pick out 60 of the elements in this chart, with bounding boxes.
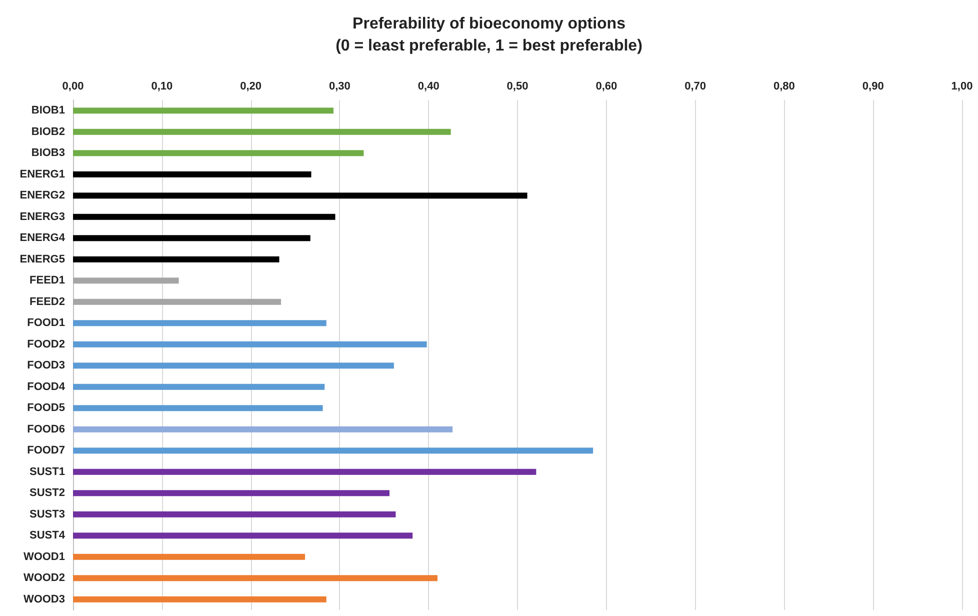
y-tick-label: SUST4 <box>30 530 66 542</box>
x-tick-label: 0,80 <box>773 80 795 92</box>
bar <box>73 320 326 326</box>
x-tick-label: 0,40 <box>418 80 440 92</box>
y-tick-label: WOOD3 <box>23 593 65 606</box>
bar <box>73 128 451 135</box>
bar <box>73 235 310 242</box>
y-tick-label: WOOD1 <box>23 550 65 563</box>
bar <box>73 150 364 156</box>
x-tick-label: 0,70 <box>684 80 706 92</box>
bar <box>73 362 394 369</box>
x-tick-label: 0,50 <box>506 80 528 92</box>
y-tick-label: SUST2 <box>30 487 65 500</box>
y-tick-label: ENERG4 <box>20 232 66 244</box>
bar <box>73 532 413 539</box>
x-tick-label: 0,60 <box>596 80 618 92</box>
y-tick-label: BIOB1 <box>31 104 65 117</box>
y-tick-label: FOOD6 <box>27 423 65 436</box>
y-tick-label: FOOD7 <box>27 444 65 457</box>
y-tick-label: ENERG3 <box>20 210 65 223</box>
bar <box>73 554 306 560</box>
y-tick-label: WOOD2 <box>23 572 65 584</box>
bar <box>73 468 536 475</box>
y-tick-label: SUST1 <box>30 466 65 478</box>
y-tick-label: ENERG1 <box>20 168 65 180</box>
y-tick-label: FOOD4 <box>27 380 66 393</box>
bar <box>73 298 282 305</box>
bar <box>73 490 390 496</box>
y-tick-label: BIOB2 <box>31 126 65 138</box>
bar <box>73 511 396 518</box>
bar <box>73 448 594 454</box>
y-tick-label: SUST3 <box>30 508 65 520</box>
bar <box>73 426 453 432</box>
bar <box>73 108 334 114</box>
x-tick-label: 1,00 <box>951 80 973 92</box>
bar <box>73 596 326 602</box>
y-tick-label: ENERG5 <box>20 253 65 266</box>
bar <box>73 278 179 284</box>
y-tick-label: FOOD2 <box>27 338 65 350</box>
y-tick-label: ENERG2 <box>20 190 65 202</box>
x-tick-label: 0,00 <box>62 80 84 92</box>
y-tick-label: FOOD5 <box>27 402 65 414</box>
x-tick-label: 0,20 <box>240 80 262 92</box>
bar <box>73 384 325 390</box>
bar <box>73 192 528 199</box>
y-tick-label: FEED2 <box>30 296 65 308</box>
x-tick-label: 0,10 <box>151 80 173 92</box>
bar <box>73 171 312 178</box>
chart-title: Preferability of bioeconomy options (0 = least preferable, 1 = best preferable) <box>336 16 642 54</box>
y-tick-label: FOOD3 <box>27 360 65 372</box>
bar <box>73 341 427 348</box>
bar <box>73 214 336 220</box>
bar <box>73 405 323 412</box>
x-tick-label: 0,90 <box>862 80 884 92</box>
y-tick-label: BIOB3 <box>31 147 65 160</box>
x-tick-label: 0,30 <box>328 80 350 92</box>
y-tick-label: FOOD1 <box>27 317 65 330</box>
bar <box>73 575 438 582</box>
y-tick-label: FEED1 <box>30 274 65 287</box>
bar <box>73 256 280 262</box>
